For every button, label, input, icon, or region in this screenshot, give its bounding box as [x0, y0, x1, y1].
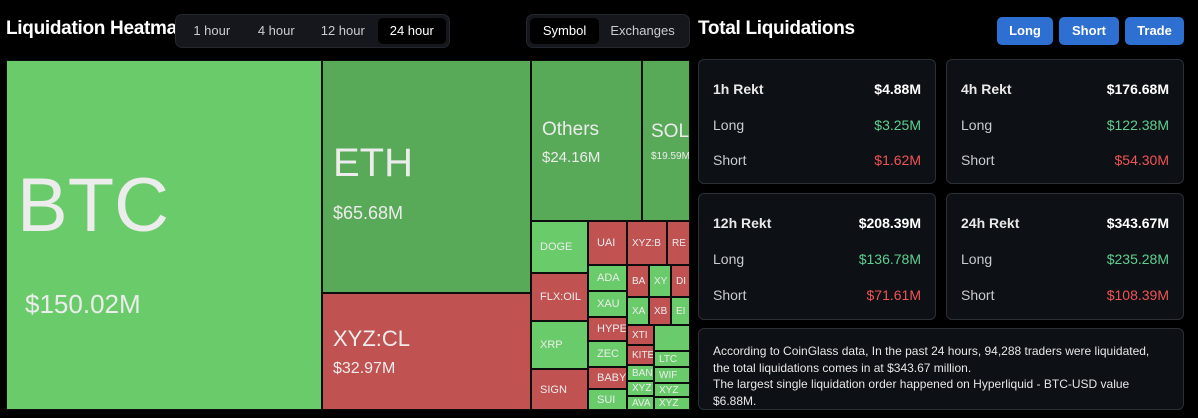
tile-xyz-b[interactable]: XYZ:B — [627, 221, 667, 265]
tile-xb[interactable]: XB — [649, 297, 671, 325]
tile-value: $32.97M — [333, 360, 396, 377]
short-label: Short — [713, 287, 747, 303]
long-value: $122.38M — [1106, 117, 1169, 133]
tile-zec[interactable]: ZEC — [588, 341, 627, 367]
tile-re[interactable]: RE — [667, 221, 690, 265]
short-value: $1.62M — [874, 152, 921, 168]
card-title: 24h Rekt — [961, 215, 1020, 231]
tile-value: $24.16M — [542, 149, 601, 166]
summary-line-1: According to CoinGlass data, In the past… — [713, 344, 1150, 375]
tile-xyz-cl[interactable]: XYZ:CL $32.97M — [322, 293, 531, 410]
tile-xa[interactable]: XA — [627, 297, 649, 325]
page-title: Liquidation Heatmap — [6, 18, 189, 39]
long-label: Long — [713, 117, 745, 133]
tile-kite[interactable]: KITE — [627, 345, 654, 365]
tile-xyz-1[interactable]: XYZ — [627, 381, 654, 396]
total-liquidations-title: Total Liquidations — [698, 18, 855, 39]
tab-symbol[interactable]: Symbol — [530, 18, 600, 44]
tile-xti[interactable]: XTI — [627, 325, 654, 345]
tile-wif[interactable]: WIF — [654, 367, 690, 383]
tab-12-hour[interactable]: 12 hour — [320, 23, 365, 38]
tile-xyz-2[interactable]: XYZ — [654, 383, 690, 397]
card-12h-rekt: 12h Rekt $208.39M Long $136.78M Short $71.6… — [698, 193, 936, 320]
tile-xyz-3[interactable]: XYZ — [654, 397, 690, 410]
card-24h-rekt: 24h Rekt $343.67M Long $235.28M Short $108.… — [946, 193, 1184, 320]
tile-di[interactable]: DI — [671, 265, 690, 297]
long-value: $3.25M — [874, 117, 921, 133]
tile-green-small[interactable] — [654, 325, 690, 351]
tile-ban[interactable]: BAN — [627, 365, 654, 381]
tile-hype[interactable]: HYPE — [588, 317, 627, 341]
tile-ada[interactable]: ADA — [588, 265, 627, 291]
tile-flx-oil[interactable]: FLX:OIL — [531, 273, 588, 321]
trade-button[interactable]: Trade — [1125, 17, 1184, 45]
card-title: 1h Rekt — [713, 81, 764, 97]
long-label: Long — [961, 251, 993, 267]
card-total: $343.67M — [1106, 215, 1169, 231]
card-total: $176.68M — [1106, 81, 1169, 97]
tile-xau[interactable]: XAU — [588, 291, 627, 317]
card-1h-rekt: 1h Rekt $4.88M Long $3.25M Short $1.62M — [698, 59, 936, 184]
tile-value: $65.68M — [333, 203, 404, 223]
short-value: $71.61M — [866, 287, 921, 303]
tile-ltc[interactable]: LTC — [654, 351, 690, 367]
card-4h-rekt: 4h Rekt $176.68M Long $122.38M Short $54.30… — [946, 59, 1184, 184]
tile-ava[interactable]: AVA — [627, 396, 654, 410]
card-total: $4.88M — [874, 81, 921, 97]
tile-symbol: XYZ:CL — [333, 326, 411, 351]
short-value: $108.39M — [1106, 287, 1169, 303]
long-button[interactable]: Long — [997, 17, 1053, 45]
tile-xy[interactable]: XY — [649, 265, 671, 297]
tile-sol[interactable]: SOL $19.59M — [642, 60, 690, 221]
card-title: 12h Rekt — [713, 215, 772, 231]
card-total: $208.39M — [858, 215, 921, 231]
tile-baby[interactable]: BABY — [588, 367, 627, 389]
summary-line-2: The largest single liquidation order hap… — [713, 377, 1130, 408]
tile-doge[interactable]: DOGE — [531, 221, 588, 273]
tile-symbol: SOL — [651, 121, 690, 142]
tile-value: $150.02M — [25, 289, 141, 319]
long-value: $136.78M — [858, 251, 921, 267]
tile-symbol: ETH — [333, 141, 413, 185]
liquidation-summary: According to CoinGlass data, In the past… — [698, 328, 1184, 410]
short-label: Short — [961, 287, 995, 303]
tile-xrp[interactable]: XRP — [531, 321, 588, 369]
tile-symbol: BTC — [17, 163, 169, 248]
long-label: Long — [713, 251, 745, 267]
tab-1-hour[interactable]: 1 hour — [193, 23, 231, 38]
tile-ba[interactable]: BA — [627, 265, 649, 297]
tab-exchanges[interactable]: Exchanges — [610, 23, 675, 38]
tile-symbol: Others — [542, 119, 600, 140]
tile-ei[interactable]: EI — [671, 297, 690, 325]
long-label: Long — [961, 117, 993, 133]
tile-sui[interactable]: SUI — [588, 389, 627, 410]
short-button[interactable]: Short — [1059, 17, 1119, 45]
tab-24-hour[interactable]: 24 hour — [377, 18, 447, 44]
tile-value: $19.59M — [651, 151, 690, 162]
long-value: $235.28M — [1106, 251, 1169, 267]
tile-uai[interactable]: UAI — [588, 221, 627, 265]
view-selector: Symbol Exchanges — [526, 14, 690, 48]
tile-sign[interactable]: SIGN — [531, 369, 588, 410]
short-label: Short — [961, 152, 995, 168]
short-label: Short — [713, 152, 747, 168]
tab-4-hour[interactable]: 4 hour — [257, 23, 295, 38]
short-value: $54.30M — [1114, 152, 1169, 168]
time-range-selector: 1 hour 4 hour 12 hour 24 hour — [175, 14, 450, 48]
tile-others[interactable]: Others $24.16M — [531, 60, 642, 221]
card-title: 4h Rekt — [961, 81, 1012, 97]
tile-btc[interactable]: BTC $150.02M — [6, 60, 322, 410]
liquidation-heatmap: BTC $150.02M ETH $65.68M XYZ:CL $32.97M … — [6, 60, 690, 410]
tile-eth[interactable]: ETH $65.68M — [322, 60, 531, 293]
